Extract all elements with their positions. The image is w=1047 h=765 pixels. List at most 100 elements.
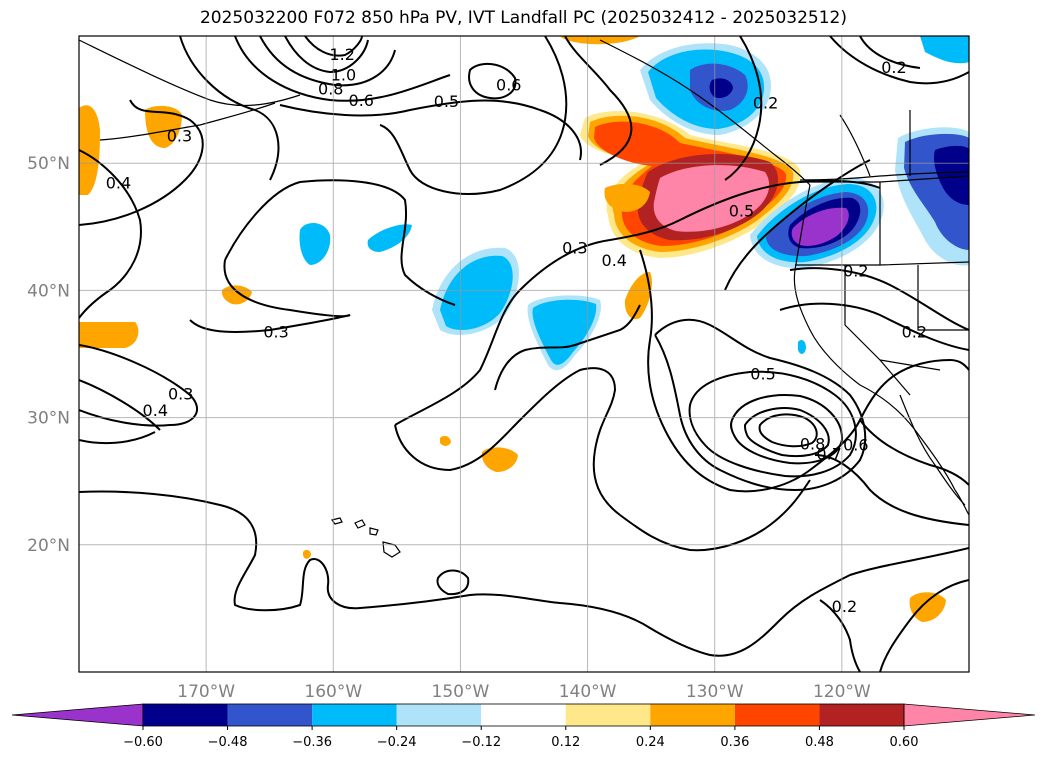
contour-label: 0.6 bbox=[496, 76, 521, 95]
longitude-label: 170°W bbox=[177, 682, 235, 702]
contour-line bbox=[259, 36, 396, 87]
negative-anomaly-pacific-4 bbox=[367, 224, 412, 252]
colorbar-tick-label: −0.60 bbox=[123, 735, 163, 750]
coastline-aleutians bbox=[99, 102, 276, 141]
contour-line bbox=[814, 454, 969, 526]
latitude-label: 40°N bbox=[27, 281, 70, 301]
contour-line bbox=[279, 99, 582, 161]
negative-anomaly-small bbox=[798, 340, 806, 354]
coastline-hawaii-3 bbox=[369, 527, 379, 536]
contour-labels: 1.21.00.80.6 0.50.60.30.40.30.40.50.20.20… bbox=[106, 45, 927, 616]
contour-line bbox=[730, 394, 844, 465]
colorbar-tick-label: 0.60 bbox=[890, 735, 919, 750]
colorbar-bin bbox=[481, 704, 566, 726]
colorbar-ticks: −0.60 −0.48 −0.36 −0.24 −0.12 0.12 0.24 0.36 0.4… bbox=[123, 726, 918, 750]
contour-line bbox=[234, 36, 451, 102]
map-panel: 1.21.00.80.6 0.50.60.30.40.30.40.50.20.20… bbox=[78, 35, 970, 673]
coastline-west-us bbox=[793, 184, 969, 516]
contour-line bbox=[304, 36, 363, 57]
contour-label: 0.3 bbox=[562, 238, 587, 257]
contour-line bbox=[224, 179, 456, 306]
negative-anomaly-topright bbox=[920, 36, 969, 64]
contour-line bbox=[688, 370, 857, 478]
coastline-hawaii-1 bbox=[330, 517, 343, 525]
negative-anomaly-pacific-1-inner bbox=[440, 255, 513, 330]
colorbar-tick-label: 0.12 bbox=[551, 735, 580, 750]
contour-line bbox=[79, 99, 204, 226]
contour-label: 0.2 bbox=[881, 58, 906, 77]
colorbar-tick-label: 0.24 bbox=[636, 735, 665, 750]
contour-line bbox=[436, 569, 470, 596]
contour-line bbox=[79, 379, 161, 431]
contour-label: 0.4 bbox=[143, 401, 168, 420]
coastline-bc bbox=[599, 39, 811, 186]
colorbar-bin bbox=[565, 704, 651, 726]
contour-label: 0.3 bbox=[263, 322, 288, 341]
contour-line bbox=[284, 36, 369, 74]
positive-anomaly-small-7 bbox=[303, 549, 311, 559]
colorbar-tick-label: −0.12 bbox=[461, 735, 501, 750]
coastline-alaska bbox=[79, 39, 301, 107]
positive-anomaly-left-1 bbox=[79, 105, 100, 195]
map-frame bbox=[78, 35, 970, 673]
contour-line bbox=[468, 62, 517, 100]
contour-label: 0.3 bbox=[167, 126, 192, 145]
contour-line bbox=[79, 344, 199, 427]
colorbar-outline bbox=[142, 703, 905, 727]
contour-label: 0.2 bbox=[753, 93, 778, 112]
contour-label: 0.8 bbox=[800, 434, 825, 453]
contour-label: 1.0 bbox=[331, 65, 356, 84]
colorbar-tick-label: 0.36 bbox=[720, 735, 749, 750]
canada-border bbox=[799, 171, 969, 181]
negative-anomaly-pacific-3 bbox=[299, 223, 331, 265]
shaded-fields bbox=[79, 36, 969, 622]
contour-label: 0.5 bbox=[434, 92, 459, 111]
contour-label: 0.7 bbox=[816, 444, 841, 463]
contour-line bbox=[494, 304, 641, 391]
colorbar-over-extension bbox=[903, 703, 1036, 727]
positive-anomaly-peak bbox=[653, 165, 770, 232]
positive-anomaly-small-6 bbox=[440, 435, 451, 446]
contour-line bbox=[189, 259, 351, 333]
longitude-tick-labels: 170°W 160°W 150°W 140°W 130°W 120°W bbox=[177, 682, 871, 702]
contour-label: 0.2 bbox=[832, 597, 857, 616]
contour-label: 0.2 bbox=[902, 322, 927, 341]
contour-label: 0.6 bbox=[349, 91, 374, 110]
contour-line bbox=[779, 302, 969, 351]
colorbar-tick-label: 0.48 bbox=[805, 735, 834, 750]
contour-line bbox=[394, 179, 881, 426]
latitude-label: 50°N bbox=[27, 154, 70, 174]
contour-label: 0.4 bbox=[602, 251, 627, 270]
map-title: 2025032200 F072 850 hPa PV, IVT Landfall… bbox=[199, 8, 847, 28]
contour-label: 0.4 bbox=[106, 174, 131, 193]
colorbar-under-extension bbox=[11, 703, 144, 727]
contour-line bbox=[789, 267, 969, 331]
contour-line bbox=[758, 413, 818, 448]
contour-label: 0.3 bbox=[168, 385, 193, 404]
colorbar-bin bbox=[734, 704, 820, 726]
contour-line bbox=[79, 490, 969, 657]
colorbar-bins bbox=[11, 703, 1036, 727]
colorbar-bin bbox=[650, 704, 735, 726]
longitude-label: 120°W bbox=[813, 682, 871, 702]
contour-label: 0.5 bbox=[729, 202, 754, 221]
coastline-hawaii-2 bbox=[354, 519, 366, 529]
contour-line bbox=[724, 36, 763, 181]
contour-label: 0.5 bbox=[750, 364, 775, 383]
colorbar-bin bbox=[819, 704, 904, 726]
colorbar-tick-label: −0.24 bbox=[377, 735, 417, 750]
latitude-label: 30°N bbox=[27, 409, 70, 429]
state-border-5 bbox=[917, 265, 969, 331]
positive-anomaly-left-2 bbox=[145, 105, 182, 148]
positive-anomaly-left-3 bbox=[79, 322, 139, 348]
longitude-label: 150°W bbox=[432, 682, 490, 702]
negative-anomaly-north-core bbox=[709, 78, 733, 98]
positive-anomaly-small-2 bbox=[604, 183, 650, 212]
negative-anomaly-peak bbox=[791, 207, 849, 246]
latitude-tick-labels: 50°N 40°N 30°N 20°N bbox=[27, 154, 70, 556]
negative-anomaly-pacific-2-inner bbox=[532, 299, 597, 365]
contour-line bbox=[859, 36, 921, 69]
contour-line bbox=[654, 318, 867, 492]
latitude-label: 20°N bbox=[27, 536, 70, 556]
colorbar-bin bbox=[312, 704, 397, 726]
